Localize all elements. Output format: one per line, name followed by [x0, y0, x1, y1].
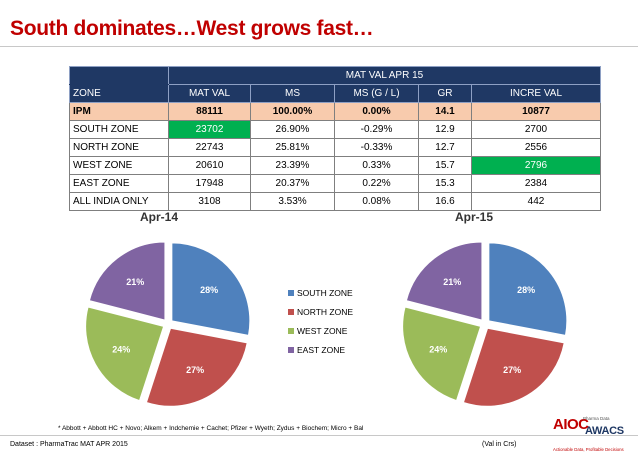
zone-cell: WEST ZONE: [69, 156, 169, 175]
table-cell: 0.00%: [334, 102, 419, 121]
zone-cell: NORTH ZONE: [69, 138, 169, 157]
pie-title-apr15: Apr-15: [455, 210, 494, 224]
zone-cell: ALL INDIA ONLY: [69, 192, 169, 211]
pie-slice-south-zone: [171, 242, 251, 337]
pie-slice-north-zone: [462, 327, 565, 407]
table-cell: 3.53%: [250, 192, 335, 211]
table-row: WEST ZONE 20610 23.39% 0.33% 15.7 2796: [69, 156, 601, 175]
legend-label: SOUTH ZONE: [297, 287, 353, 298]
chart-legend: SOUTH ZONE NORTH ZONE WEST ZONE EAST ZON…: [288, 283, 353, 359]
pie-slice-north-zone: [145, 327, 248, 407]
table-cell: 3108: [168, 192, 251, 211]
table-cell: 88111: [168, 102, 251, 121]
table-cell: 20.37%: [250, 174, 335, 193]
footer-divider: [0, 435, 638, 436]
table-cell: 23.39%: [250, 156, 335, 175]
table-group-header-row: MAT VAL APR 15: [69, 66, 601, 85]
legend-swatch: [288, 327, 294, 334]
table-cell: 14.1: [418, 102, 472, 121]
logo-sub-text: Pharma Data: [583, 416, 610, 421]
table-cell: 2700: [471, 120, 601, 139]
column-header: MAT VAL: [168, 84, 251, 103]
table-cell: 15.7: [418, 156, 472, 175]
table-cell: 17948: [168, 174, 251, 193]
table-row: SOUTH ZONE 23702 26.90% -0.29% 12.9 2700: [69, 120, 601, 139]
pie-data-label: 27%: [503, 365, 521, 375]
pie-data-label: 27%: [186, 365, 204, 375]
column-header: INCRE VAL: [471, 84, 601, 103]
table-cell: 2556: [471, 138, 601, 157]
pie-data-label: 21%: [126, 277, 144, 287]
legend-item: WEST ZONE: [288, 321, 353, 340]
table-cell: 12.7: [418, 138, 472, 157]
legend-swatch: [288, 308, 294, 315]
table-cell: 16.6: [418, 192, 472, 211]
table-cell: 26.90%: [250, 120, 335, 139]
table-row: ALL INDIA ONLY 3108 3.53% 0.08% 16.6 442: [69, 192, 601, 211]
legend-item: SOUTH ZONE: [288, 283, 353, 302]
legend-label: NORTH ZONE: [297, 306, 354, 317]
zone-cell: IPM: [69, 102, 169, 121]
table-row: IPM 88111 100.00% 0.00% 14.1 10877: [69, 102, 601, 121]
highlighted-cell: 23702: [168, 120, 251, 139]
aioc-awacs-logo: AIOC Pharma Data AWACS Actionable Data, …: [553, 413, 637, 455]
pie-slice-east-zone: [405, 241, 483, 321]
table-cell: 442: [471, 192, 601, 211]
units-note: (Val in Crs): [482, 441, 517, 448]
legend-item: EAST ZONE: [288, 340, 353, 359]
table-column-header-row: ZONE MAT VAL MS MS (G / L) GR INCRE VAL: [69, 84, 601, 103]
legend-swatch: [288, 289, 294, 296]
page-title: South dominates…West grows fast…: [10, 17, 374, 40]
highlighted-cell: 2796: [471, 156, 601, 175]
pie-slice-south-zone: [488, 242, 568, 337]
table-cell: -0.33%: [334, 138, 419, 157]
pie-data-label: 24%: [429, 345, 447, 355]
pie-chart-apr15: 28% 27% 24% 21%: [402, 241, 568, 407]
table-group-header: MAT VAL APR 15: [168, 66, 601, 85]
mat-table: MAT VAL APR 15 ZONE MAT VAL MS MS (G / L…: [69, 66, 601, 211]
table-corner-cell: [69, 66, 169, 85]
column-header: MS (G / L): [334, 84, 419, 103]
table-cell: 20610: [168, 156, 251, 175]
table-row: NORTH ZONE 22743 25.81% -0.33% 12.7 2556: [69, 138, 601, 157]
zone-cell: EAST ZONE: [69, 174, 169, 193]
pie-slice-west-zone: [85, 306, 165, 402]
legend-swatch: [288, 346, 294, 353]
table-cell: 15.3: [418, 174, 472, 193]
legend-label: EAST ZONE: [297, 344, 346, 355]
zone-cell: SOUTH ZONE: [69, 120, 169, 139]
legend-item: NORTH ZONE: [288, 302, 353, 321]
logo-tagline: Actionable Data, Profitable Decisions: [553, 447, 624, 452]
legend-label: WEST ZONE: [297, 325, 348, 336]
pie-data-label: 24%: [112, 345, 130, 355]
logo-awacs-text: AWACS: [585, 425, 624, 437]
logo-aioc-text: AIOC: [553, 416, 589, 433]
pie-chart-apr14: 28% 27% 24% 21%: [85, 241, 251, 407]
column-header: MS: [250, 84, 335, 103]
footnote: * Abbott + Abbott HC + Novo; Alkem + Ind…: [58, 425, 364, 432]
dataset-source: Dataset : PharmaTrac MAT APR 2015: [10, 441, 128, 448]
table-cell: 10877: [471, 102, 601, 121]
pie-data-label: 28%: [517, 285, 535, 295]
table-cell: 22743: [168, 138, 251, 157]
column-header: GR: [418, 84, 472, 103]
pie-data-label: 21%: [443, 277, 461, 287]
table-cell: 100.00%: [250, 102, 335, 121]
table-cell: -0.29%: [334, 120, 419, 139]
table-cell: 0.22%: [334, 174, 419, 193]
table-cell: 2384: [471, 174, 601, 193]
table-cell: 12.9: [418, 120, 472, 139]
pie-title-apr14: Apr-14: [140, 210, 179, 224]
column-header: ZONE: [69, 84, 169, 103]
table-cell: 25.81%: [250, 138, 335, 157]
pie-slice-east-zone: [88, 241, 166, 321]
pie-data-label: 28%: [200, 285, 218, 295]
title-divider: [0, 46, 638, 47]
pie-slice-west-zone: [402, 306, 482, 402]
table-cell: 0.08%: [334, 192, 419, 211]
table-cell: 0.33%: [334, 156, 419, 175]
table-row: EAST ZONE 17948 20.37% 0.22% 15.3 2384: [69, 174, 601, 193]
